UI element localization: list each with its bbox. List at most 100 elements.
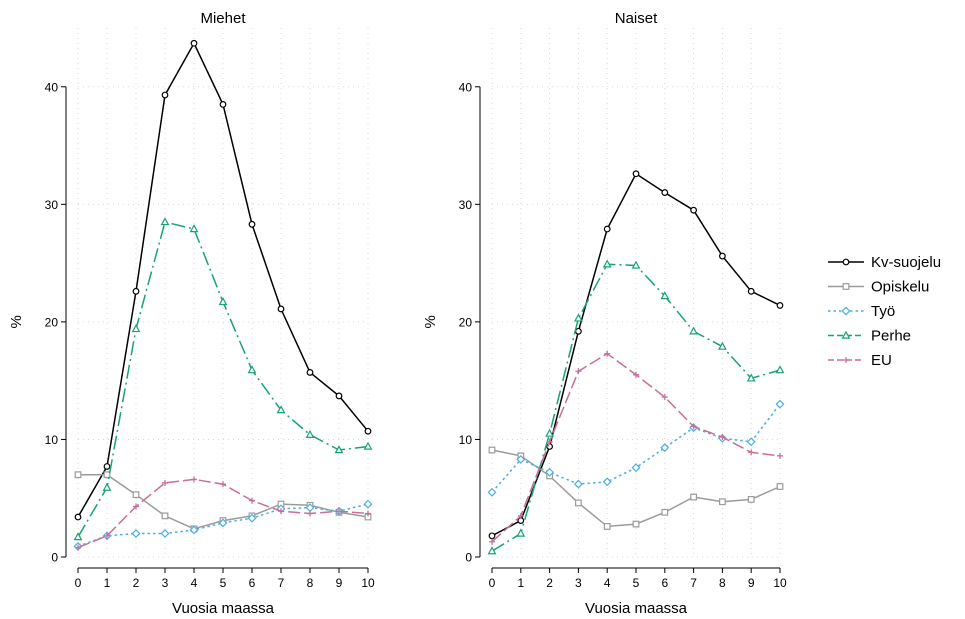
data-point-perhe <box>602 259 612 268</box>
x-tick-label: 4 <box>604 576 611 590</box>
legend-marker-opiskelu <box>842 283 850 290</box>
series-tyo <box>73 499 373 551</box>
panel-miehet: Miehet 0 10 20 30 40% 0 1 2 3 4 5 6 7 8 9 10 Vuosia maass… <box>8 10 375 617</box>
x-tick-label: 0 <box>75 576 82 590</box>
x-tick-label: 8 <box>719 576 726 590</box>
x-tick-label: 7 <box>690 576 697 590</box>
data-point-tyo <box>573 479 583 489</box>
data-point-kv-suojelu <box>74 513 82 521</box>
data-point-perhe <box>189 224 199 233</box>
data-point-opiskelu <box>103 471 111 479</box>
data-point-opiskelu <box>776 483 784 490</box>
data-point-eu <box>661 394 668 401</box>
data-point-eu <box>604 350 611 357</box>
series-perhe <box>73 217 373 541</box>
legend-entry-perhe: Perhe <box>828 328 911 345</box>
x-axis-label: Vuosia maassa <box>585 600 688 617</box>
data-point-perhe <box>689 326 699 335</box>
legend-entry-eu: EU <box>828 352 892 369</box>
x-tick-label: 8 <box>307 576 314 590</box>
legend-label-perhe: Perhe <box>871 328 911 345</box>
data-point-eu <box>162 479 168 486</box>
data-point-perhe <box>660 291 670 300</box>
data-point-tyo <box>487 487 497 497</box>
data-point-opiskelu <box>747 495 755 503</box>
legend-marker-tyo <box>841 306 851 316</box>
data-point-kv-suojelu <box>248 220 256 228</box>
data-point-tyo <box>775 399 785 409</box>
x-tick-label: 10 <box>773 576 787 590</box>
data-point-eu <box>365 510 371 517</box>
legend-label-kv-suojelu: Kv-suojelu <box>871 254 941 271</box>
series-eu <box>489 350 783 545</box>
y-tick-label: 10 <box>459 433 473 447</box>
series-perhe <box>487 259 785 555</box>
y-tick-label: 40 <box>45 80 59 94</box>
legend-entry-opiskelu: Opiskelu <box>828 279 929 296</box>
data-point-eu <box>748 449 755 456</box>
panel-naiset: Naiset 0 10 20 30 40% 0 1 2 3 4 5 6 7 8 9 10 Vuosia maass… <box>422 10 787 617</box>
data-point-opiskelu <box>74 471 82 479</box>
data-point-opiskelu <box>574 499 582 507</box>
data-point-tyo <box>660 443 670 453</box>
data-point-kv-suojelu <box>747 287 755 295</box>
y-axis-label: % <box>422 315 439 328</box>
data-point-tyo <box>516 454 526 464</box>
y-tick-label: 30 <box>459 198 473 212</box>
x-tick-label: 2 <box>133 576 140 590</box>
data-point-eu <box>307 510 313 517</box>
legend-marker-perhe <box>841 330 851 339</box>
data-point-kv-suojelu <box>219 101 227 108</box>
data-point-perhe <box>717 341 727 350</box>
x-tick-label: 0 <box>489 576 496 590</box>
data-point-kv-suojelu <box>661 189 669 196</box>
data-point-perhe <box>102 482 112 491</box>
data-point-eu <box>546 438 553 445</box>
data-point-perhe <box>573 313 583 322</box>
y-tick-label: 20 <box>459 315 473 329</box>
data-point-eu <box>575 368 582 375</box>
data-point-kv-suojelu <box>632 170 640 178</box>
x-axis-label: Vuosia maassa <box>172 600 275 617</box>
legend-label-tyo: Työ <box>871 303 895 320</box>
data-point-perhe <box>73 532 83 541</box>
series-kv-suojelu <box>74 39 372 521</box>
data-point-tyo <box>131 529 141 538</box>
data-point-eu <box>336 508 342 515</box>
data-point-opiskelu <box>718 498 726 506</box>
data-point-eu <box>489 538 495 545</box>
data-point-perhe <box>545 428 555 437</box>
data-point-tyo <box>746 437 756 447</box>
data-point-eu <box>133 503 139 510</box>
x-tick-label: 10 <box>361 576 375 590</box>
data-point-eu <box>104 532 110 539</box>
x-tick-label: 9 <box>336 576 343 590</box>
y-tick-label: 30 <box>45 198 59 212</box>
data-point-kv-suojelu <box>719 252 726 260</box>
y-axis-label: % <box>8 315 25 328</box>
x-tick-label: 1 <box>517 576 524 590</box>
x-tick-label: 3 <box>162 576 169 590</box>
data-point-opiskelu <box>690 493 697 501</box>
data-point-tyo <box>160 529 170 538</box>
data-point-eu <box>75 544 81 551</box>
data-point-kv-suojelu <box>364 427 372 435</box>
y-tick-label: 0 <box>465 551 472 565</box>
data-point-eu <box>249 497 255 504</box>
data-point-opiskelu <box>132 491 140 499</box>
series-line-tyo <box>77 503 369 548</box>
y-tick-label: 0 <box>51 551 58 565</box>
data-point-perhe <box>247 365 257 374</box>
data-point-kv-suojelu <box>335 392 343 400</box>
data-point-tyo <box>247 513 257 523</box>
series-eu <box>75 476 371 551</box>
x-tick-label: 6 <box>661 576 668 590</box>
legend-entry-kv-suojelu: Kv-suojelu <box>828 254 941 271</box>
series-line-kv-suojelu <box>77 41 369 518</box>
x-tick-label: 5 <box>633 576 640 590</box>
data-point-tyo <box>189 525 199 535</box>
data-point-opiskelu <box>632 520 640 528</box>
data-point-tyo <box>631 463 641 473</box>
series-tyo <box>487 399 785 497</box>
